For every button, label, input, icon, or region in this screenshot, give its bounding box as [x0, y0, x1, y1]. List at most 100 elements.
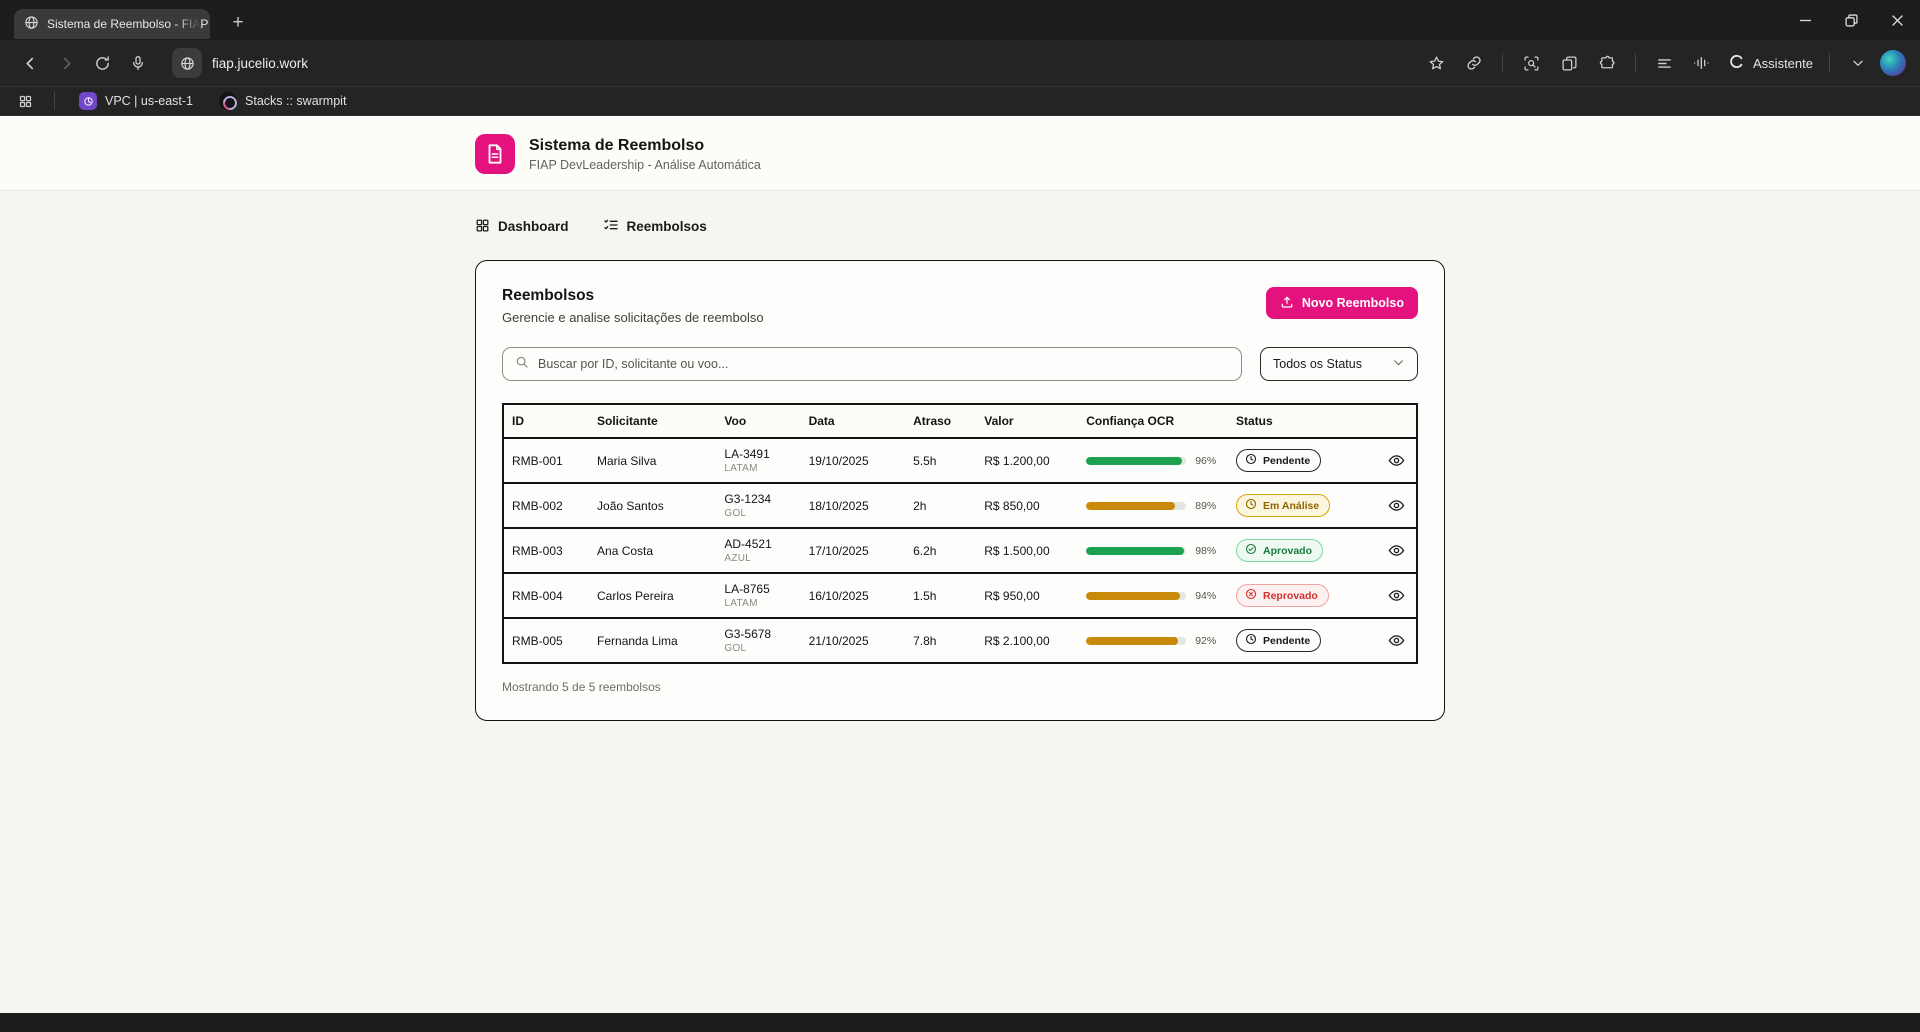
chevron-down-icon[interactable] — [1842, 47, 1874, 79]
mic-icon[interactable] — [122, 47, 154, 79]
ocr-confidence-bar — [1086, 591, 1187, 600]
profile-avatar[interactable] — [1880, 50, 1906, 76]
assistant-button[interactable]: Assistente — [1724, 53, 1817, 73]
ocr-confidence-cell: 92% — [1078, 618, 1228, 663]
back-icon[interactable] — [14, 47, 46, 79]
delay-hours: 7.8h — [913, 633, 937, 648]
flight-cell: LA-8765 LATAM — [716, 573, 801, 619]
airline-name: LATAM — [724, 463, 758, 474]
new-tab-button[interactable]: + — [232, 12, 244, 33]
flight-cell: G3-5678 GOL — [716, 618, 800, 663]
reimbursements-card: Reembolsos Gerencie e analise solicitaçõ… — [475, 260, 1445, 721]
status-label: Em Análise — [1263, 499, 1320, 512]
collections-icon[interactable] — [1553, 47, 1585, 79]
swarmpit-favicon — [219, 92, 238, 110]
flight-code: G3-1234 — [724, 492, 772, 506]
chevron-down-icon — [1392, 356, 1405, 372]
ocr-confidence-percent: 89% — [1195, 499, 1217, 512]
forward-icon[interactable] — [50, 47, 82, 79]
requester-name: Ana Costa — [589, 528, 717, 574]
status-icon — [1245, 633, 1257, 648]
flight-date: 18/10/2025 — [800, 483, 906, 529]
search-input[interactable] — [538, 357, 1229, 371]
view-details-button[interactable] — [1386, 449, 1408, 471]
requester-name: Carlos Pereira — [589, 573, 717, 619]
globe-icon — [24, 15, 39, 33]
table-row[interactable]: RMB-003 Ana Costa AD-4521 AZUL 17/10/202… — [503, 528, 1417, 574]
view-details-button[interactable] — [1386, 629, 1408, 651]
requester-name: João Santos — [589, 483, 717, 529]
search-icon — [515, 355, 529, 374]
table-row[interactable]: RMB-001 Maria Silva LA-3491 LATAM 19/10/… — [503, 438, 1417, 484]
bookmark-vpc[interactable]: VPC | us-east-1 — [71, 90, 201, 112]
restore-button[interactable] — [1828, 0, 1874, 40]
flight-cell: LA-3491 LATAM — [716, 438, 801, 484]
ocr-confidence-percent: 92% — [1195, 634, 1217, 647]
new-reimbursement-button[interactable]: Novo Reembolso — [1265, 287, 1418, 319]
ocr-confidence-cell: 89% — [1078, 483, 1228, 529]
table-row[interactable]: RMB-004 Carlos Pereira LA-8765 LATAM 16/… — [503, 573, 1417, 619]
flight-date: 17/10/2025 — [800, 528, 906, 574]
reload-icon[interactable] — [86, 47, 118, 79]
flight-code: G3-5678 — [724, 627, 772, 641]
address-bar[interactable]: fiap.jucelio.work — [172, 48, 308, 78]
delay-hours: 6.2h — [905, 528, 977, 574]
browser-tab[interactable]: Sistema de Reembolso - FIAP — [14, 9, 210, 39]
close-button[interactable] — [1874, 0, 1920, 40]
ocr-confidence-percent: 94% — [1195, 589, 1217, 602]
flight-cell: AD-4521 AZUL — [716, 528, 801, 574]
view-details-button[interactable] — [1386, 584, 1408, 606]
table-row[interactable]: RMB-005 Fernanda Lima G3-5678 GOL 21/10/… — [503, 618, 1417, 663]
col-confianca-ocr: Confiança OCR — [1078, 404, 1228, 439]
status-badge: Pendente — [1236, 629, 1322, 652]
reimbursement-id: RMB-005 — [512, 633, 563, 648]
menu-lines-icon[interactable] — [1648, 47, 1680, 79]
col-status: Status — [1228, 404, 1378, 439]
copy-link-icon[interactable] — [1458, 47, 1490, 79]
reimbursements-table: ID Solicitante Voo Data Atraso Valor Con… — [502, 403, 1418, 664]
delay-hours: 2h — [905, 483, 977, 529]
equalizer-icon[interactable] — [1686, 47, 1718, 79]
table-footer-count: Mostrando 5 de 5 reembolsos — [502, 680, 661, 694]
amount: R$ 850,00 — [976, 483, 1079, 529]
ocr-confidence-bar — [1086, 501, 1187, 510]
status-filter-select[interactable]: Todos os Status — [1260, 347, 1418, 381]
page-subtitle: FIAP DevLeadership - Análise Automática — [529, 157, 761, 172]
airline-name: GOL — [724, 508, 747, 519]
screenshot-search-icon[interactable] — [1515, 47, 1547, 79]
extensions-icon[interactable] — [1591, 47, 1623, 79]
col-id: ID — [503, 404, 590, 439]
status-label: Reprovado — [1263, 589, 1318, 602]
apps-grid-icon[interactable] — [12, 88, 38, 114]
status-cell: Em Análise — [1228, 483, 1378, 529]
list-checks-icon — [603, 217, 619, 236]
view-details-button[interactable] — [1386, 539, 1408, 561]
flight-date: 16/10/2025 — [800, 573, 906, 619]
new-reimbursement-label: Novo Reembolso — [1301, 296, 1404, 310]
amount: R$ 2.100,00 — [984, 633, 1050, 648]
col-actions — [1377, 404, 1417, 439]
tab-reembolsos[interactable]: Reembolsos — [603, 217, 707, 236]
view-details-button[interactable] — [1386, 494, 1408, 516]
amount: R$ 950,00 — [976, 573, 1079, 619]
tab-dashboard[interactable]: Dashboard — [475, 217, 569, 236]
tab-label: Dashboard — [498, 219, 569, 234]
card-title: Reembolsos — [502, 287, 595, 304]
bookmark-swarmpit[interactable]: Stacks :: swarmpit — [211, 90, 354, 112]
col-voo: Voo — [716, 404, 801, 439]
airline-name: GOL — [724, 643, 747, 654]
amount: R$ 1.500,00 — [976, 528, 1079, 574]
status-icon — [1245, 498, 1257, 513]
status-icon — [1245, 453, 1257, 468]
bookmark-star-icon[interactable] — [1420, 47, 1452, 79]
ocr-confidence-bar — [1086, 636, 1187, 645]
status-badge: Aprovado — [1236, 539, 1324, 562]
flight-date: 19/10/2025 — [800, 438, 906, 484]
status-label: Pendente — [1263, 454, 1311, 467]
minimize-button[interactable] — [1782, 0, 1828, 40]
ocr-confidence-cell: 96% — [1078, 438, 1228, 484]
airline-name: LATAM — [724, 598, 758, 609]
table-row[interactable]: RMB-002 João Santos G3-1234 GOL 18/10/20… — [503, 483, 1417, 529]
browser-toolbar: fiap.jucelio.work Assistente — [0, 40, 1920, 86]
app-logo-document-icon — [475, 134, 515, 174]
